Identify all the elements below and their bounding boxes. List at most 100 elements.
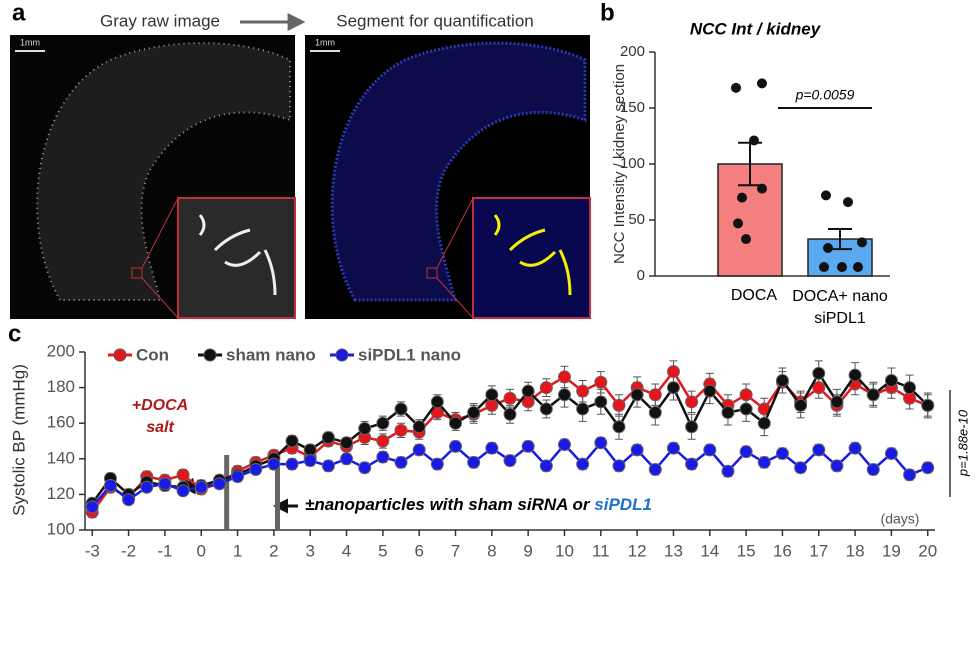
data-point — [376, 450, 390, 464]
data-point — [376, 434, 390, 448]
y-axis-label: NCC Intensity / kidney section — [611, 64, 628, 264]
data-point — [430, 457, 444, 471]
y-tick-label: 150 — [620, 99, 645, 116]
y-tick-label: 200 — [620, 43, 645, 60]
data-point — [731, 82, 741, 93]
data-point — [340, 452, 354, 466]
data-point — [140, 480, 154, 494]
data-point — [921, 461, 935, 475]
data-point — [884, 373, 898, 387]
data-point — [594, 375, 608, 389]
data-point — [321, 430, 335, 444]
data-point — [594, 395, 608, 409]
data-point — [821, 190, 831, 201]
annotation-highlight: siPDL1 — [594, 495, 652, 514]
legend-label: Con — [136, 345, 169, 364]
data-point — [249, 462, 263, 476]
data-point — [837, 262, 847, 273]
segmented-image: 1mm — [305, 35, 591, 319]
data-point — [830, 395, 844, 409]
data-point — [194, 480, 208, 494]
panel-label: a — [12, 0, 26, 26]
data-point — [303, 454, 317, 468]
annotation-text: ±nanoparticles with sham siRNA or — [305, 495, 590, 514]
y-tick-label: 50 — [628, 211, 645, 228]
data-point — [394, 455, 408, 469]
data-point — [685, 395, 699, 409]
x-tick-label: 12 — [628, 541, 647, 560]
data-point — [612, 459, 626, 473]
data-point — [557, 388, 571, 402]
data-point — [812, 443, 826, 457]
data-point — [739, 445, 753, 459]
data-point — [485, 388, 499, 402]
data-point — [739, 388, 753, 402]
y-tick-label: 160 — [47, 413, 75, 432]
data-point — [848, 441, 862, 455]
p-value: p=1.88e-10 — [955, 409, 970, 477]
data-point — [521, 439, 535, 453]
data-point — [467, 406, 481, 420]
data-point — [737, 192, 747, 203]
x-tick-label: 18 — [846, 541, 865, 560]
y-tick-label: 120 — [47, 484, 75, 503]
data-point — [703, 443, 717, 457]
data-point — [612, 420, 626, 434]
x-tick-label: 1 — [233, 541, 242, 560]
data-point — [449, 416, 463, 430]
data-point — [521, 384, 535, 398]
x-tick-label: 14 — [700, 541, 719, 560]
x-tick-label: 13 — [664, 541, 683, 560]
x-tick-label: DOCA+ nano siPDL1 — [792, 288, 888, 327]
data-point — [749, 135, 759, 146]
data-point — [823, 243, 833, 253]
data-point — [685, 457, 699, 471]
data-point — [557, 370, 571, 384]
data-point — [285, 434, 299, 448]
data-point — [176, 484, 190, 498]
data-point — [630, 388, 644, 402]
legend-label: siPDL1 nano — [358, 345, 461, 364]
data-point — [848, 368, 862, 382]
data-point — [866, 462, 880, 476]
y-tick-label: 100 — [47, 519, 75, 538]
data-point — [340, 436, 354, 450]
legend-marker — [113, 348, 127, 362]
data-point — [666, 441, 680, 455]
data-point — [158, 477, 172, 491]
data-point — [394, 423, 408, 437]
data-point — [539, 402, 553, 416]
data-point — [757, 455, 771, 469]
scale-bar-label: 1mm — [20, 37, 40, 47]
data-point — [794, 461, 808, 475]
data-point — [503, 454, 517, 468]
data-point — [903, 381, 917, 395]
p-value: p=0.0059 — [795, 87, 855, 103]
x-tick-label: 19 — [882, 541, 901, 560]
y-tick-label: 0 — [637, 267, 645, 284]
data-point — [739, 402, 753, 416]
data-point — [648, 462, 662, 476]
data-point — [376, 416, 390, 430]
x-tick-label: -2 — [121, 541, 136, 560]
data-point — [594, 436, 608, 450]
data-point — [503, 391, 517, 405]
x-tick-label: -1 — [157, 541, 172, 560]
x-tick-label: 17 — [809, 541, 828, 560]
x-tick-label: 5 — [378, 541, 387, 560]
data-point — [830, 459, 844, 473]
image-title: Segment for quantification — [336, 11, 534, 30]
data-point — [819, 262, 829, 273]
data-point — [903, 468, 917, 482]
x-tick-label: 3 — [305, 541, 314, 560]
data-point — [812, 366, 826, 380]
x-tick-label: 11 — [592, 541, 610, 560]
data-point — [666, 381, 680, 395]
data-point — [576, 384, 590, 398]
data-point — [648, 388, 662, 402]
panel-label: c — [8, 320, 21, 347]
data-point — [666, 365, 680, 379]
data-point — [812, 381, 826, 395]
data-point — [85, 500, 99, 514]
